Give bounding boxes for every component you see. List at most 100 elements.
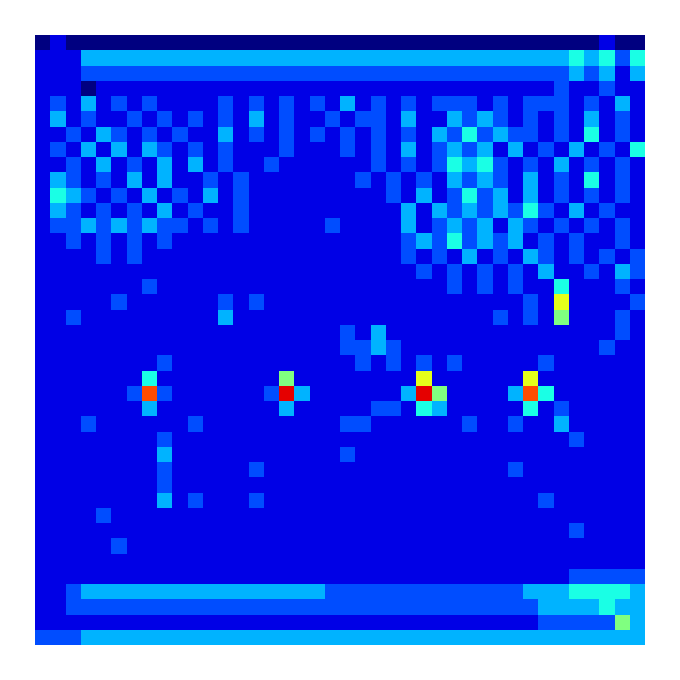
heat-cell [233, 401, 249, 416]
heat-cell [35, 96, 50, 111]
heat-cell [432, 630, 447, 645]
heat-cell [172, 447, 188, 462]
heat-cell [127, 310, 142, 325]
heat-cell [157, 340, 172, 355]
heat-cell [493, 66, 508, 81]
heat-cell [294, 355, 310, 371]
heat-cell [96, 249, 111, 264]
heat-cell [218, 599, 233, 615]
heat-cell [615, 233, 630, 249]
heat-cell [66, 432, 81, 447]
heat-cell [203, 416, 218, 432]
heat-cell [50, 50, 66, 66]
heat-cell [462, 371, 477, 386]
heat-cell [508, 630, 523, 645]
heat-cell [371, 462, 386, 477]
heat-cell [569, 538, 584, 554]
heat-cell [584, 599, 599, 615]
heat-cell [584, 477, 599, 493]
heat-cell [538, 630, 554, 645]
heat-cell [81, 127, 96, 142]
heat-cell [554, 477, 569, 493]
heat-cell [401, 310, 416, 325]
heat-cell [96, 35, 111, 50]
heat-cell [188, 218, 203, 233]
heat-cell [81, 371, 96, 386]
heat-cell [203, 203, 218, 218]
heat-cell [432, 142, 447, 157]
heat-cell [81, 66, 96, 81]
heat-cell [462, 615, 477, 630]
heat-cell [599, 172, 615, 188]
heat-cell [218, 615, 233, 630]
heat-cell [310, 264, 325, 279]
heat-cell [294, 172, 310, 188]
heat-cell [233, 630, 249, 645]
heat-cell [401, 630, 416, 645]
heat-cell [218, 111, 233, 127]
heat-cell [462, 477, 477, 493]
heat-cell [401, 294, 416, 310]
heat-cell [218, 188, 233, 203]
heat-cell [523, 279, 538, 294]
heat-cell [416, 127, 432, 142]
heat-cell [355, 35, 371, 50]
heat-cell [111, 111, 127, 127]
heat-cell [249, 462, 264, 477]
heat-cell [66, 355, 81, 371]
heat-cell [615, 81, 630, 96]
heat-cell [264, 523, 279, 538]
heat-cell [325, 630, 340, 645]
heat-cell [81, 432, 96, 447]
heat-cell [35, 310, 50, 325]
heat-cell [615, 340, 630, 355]
heat-cell [294, 401, 310, 416]
heat-cell [142, 264, 157, 279]
heat-cell [523, 264, 538, 279]
heat-cell [615, 203, 630, 218]
heat-cell [615, 615, 630, 630]
heat-cell [203, 218, 218, 233]
heat-cell [447, 66, 462, 81]
heat-cell [508, 523, 523, 538]
heat-cell [584, 310, 599, 325]
heat-cell [325, 416, 340, 432]
heat-cell [233, 432, 249, 447]
heat-cell [294, 340, 310, 355]
heat-cell [340, 630, 355, 645]
heat-cell [615, 157, 630, 172]
heat-cell [371, 111, 386, 127]
heat-cell [371, 523, 386, 538]
heat-cell [249, 233, 264, 249]
heat-cell [493, 279, 508, 294]
heat-cell [447, 340, 462, 355]
heat-cell [401, 340, 416, 355]
heat-cell [599, 447, 615, 462]
heat-cell [188, 447, 203, 462]
heat-cell [233, 66, 249, 81]
heat-cell [294, 233, 310, 249]
heat-cell [127, 493, 142, 508]
heat-cell [523, 127, 538, 142]
heat-cell [50, 371, 66, 386]
heat-cell [142, 447, 157, 462]
heat-cell [127, 554, 142, 569]
heat-cell [142, 66, 157, 81]
heat-cell [416, 462, 432, 477]
heat-cell [416, 233, 432, 249]
heat-cell [447, 249, 462, 264]
heat-cell [66, 584, 81, 599]
heat-cell [493, 218, 508, 233]
heat-cell [386, 172, 401, 188]
heat-cell [538, 523, 554, 538]
heat-cell [264, 630, 279, 645]
heat-cell [584, 569, 599, 584]
heat-cell [172, 493, 188, 508]
heat-cell [66, 233, 81, 249]
heat-cell [462, 127, 477, 142]
heat-cell [264, 188, 279, 203]
heat-cell [371, 249, 386, 264]
heat-cell [401, 142, 416, 157]
heat-cell [432, 599, 447, 615]
heat-cell [355, 371, 371, 386]
